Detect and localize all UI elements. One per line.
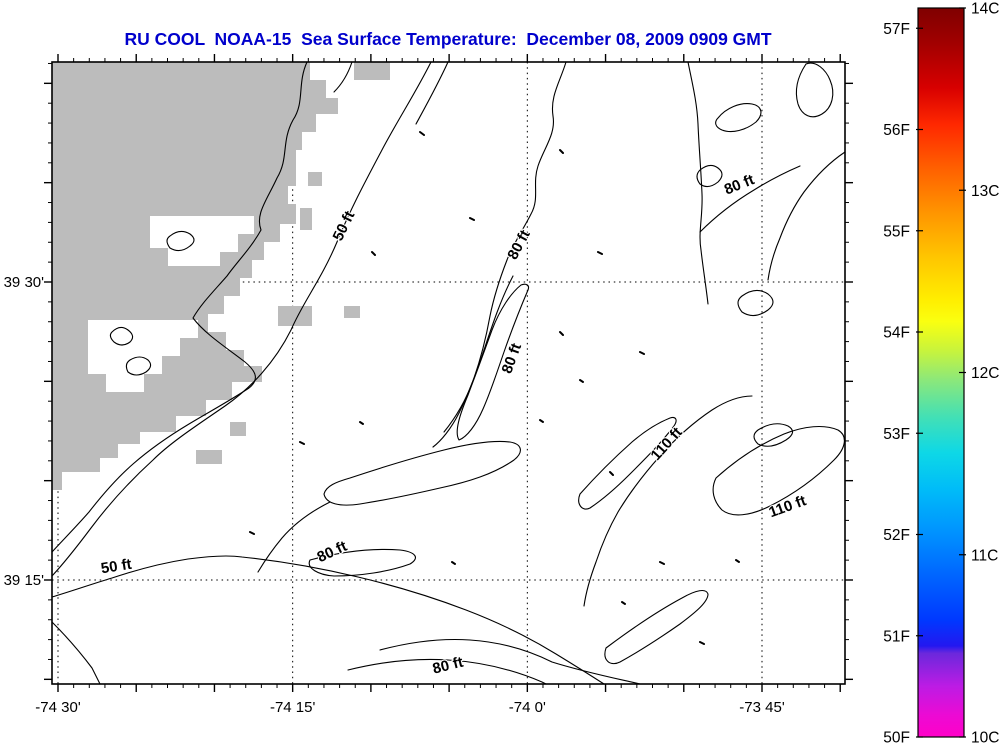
colorbar-label-fahrenheit: 54F xyxy=(883,325,910,342)
contour-ridge xyxy=(323,440,521,506)
colorbar-label-fahrenheit: 57F xyxy=(883,21,910,38)
contour-80ft-east xyxy=(699,165,801,233)
colorbar-gradient-bar xyxy=(917,7,965,738)
contour-line xyxy=(333,61,353,93)
depth-contour-lines xyxy=(51,61,846,685)
contour-line xyxy=(51,621,101,685)
depth-label: 80 ft xyxy=(504,227,533,262)
contour-line xyxy=(257,501,331,573)
temperature-colorbar: 57F 56F 55F 54F 53F 52F 51F 50F 14C 13C 12C 11C 10C xyxy=(883,1,999,747)
contour-50ft xyxy=(51,61,432,577)
bay-water-hole xyxy=(88,320,198,392)
land-block xyxy=(196,450,222,464)
contour-blob xyxy=(696,164,723,188)
contour-line xyxy=(767,151,846,281)
island-specks xyxy=(249,131,740,645)
contour-ridge xyxy=(604,589,709,665)
y-axis-label: 39 30' xyxy=(4,274,45,291)
land-block xyxy=(300,208,312,230)
contour-ridge xyxy=(578,416,677,510)
x-axis-label: -74 0' xyxy=(509,699,546,716)
contour-blob xyxy=(795,62,834,118)
colorbar-label-celsius: 12C xyxy=(971,365,999,382)
contour-blob xyxy=(715,103,762,133)
depth-label: 80 ft xyxy=(431,654,465,678)
contour-50ft-south xyxy=(51,555,605,685)
colorbar-labels: 57F 56F 55F 54F 53F 52F 51F 50F 14C 13C 12C 11C 10C xyxy=(883,1,999,747)
colorbar-label-fahrenheit: 56F xyxy=(883,122,910,139)
depth-label: 80 ft xyxy=(722,171,757,198)
plot-border xyxy=(51,61,846,685)
x-axis-label: -74 15' xyxy=(270,699,316,716)
axis-tick-labels: -74 30' -74 15' -74 0' -73 45' 39 30' 39 15' xyxy=(4,274,785,716)
contour-line xyxy=(379,638,641,685)
contour-line xyxy=(415,61,449,125)
marsh-island-contour xyxy=(125,356,152,376)
coastline-contour xyxy=(51,61,308,553)
colorbar-label-fahrenheit: 51F xyxy=(883,628,910,645)
land-polygon xyxy=(52,62,338,490)
colorbar-label-fahrenheit: 55F xyxy=(883,223,910,240)
marsh-island-contour xyxy=(109,326,134,346)
marsh-island-contour xyxy=(166,230,195,252)
land-block xyxy=(354,62,390,80)
contour-ridge xyxy=(308,548,416,577)
colorbar-label-fahrenheit: 50F xyxy=(883,730,910,747)
land-block xyxy=(308,172,322,186)
depth-label: 110 ft xyxy=(648,424,686,464)
contour-ridge xyxy=(456,283,530,441)
land-mass xyxy=(52,62,390,490)
land-block xyxy=(278,306,312,326)
contour-line xyxy=(432,275,514,448)
depth-label: 80 ft xyxy=(315,538,350,566)
axis-ticks xyxy=(44,54,853,692)
colorbar-label-celsius: 10C xyxy=(971,730,999,747)
contour-80ft xyxy=(443,61,567,433)
y-axis-label: 39 15' xyxy=(4,572,45,589)
land-block xyxy=(230,422,246,436)
x-axis-label: -74 30' xyxy=(35,699,81,716)
colorbar-label-fahrenheit: 52F xyxy=(883,527,910,544)
colorbar-label-fahrenheit: 53F xyxy=(883,426,910,443)
contour-110ft xyxy=(583,395,753,607)
bay-water-hole xyxy=(150,216,254,266)
contour-blob xyxy=(737,289,774,317)
depth-label: 50 ft xyxy=(330,208,359,243)
colorbar-label-celsius: 11C xyxy=(971,547,998,564)
contour-blob xyxy=(753,423,794,447)
colorbar-label-celsius: 14C xyxy=(971,1,999,18)
colorbar-ticks xyxy=(916,7,966,738)
colorbar-label-celsius: 13C xyxy=(971,183,999,200)
contour-line xyxy=(687,61,709,305)
plot-title: RU COOL NOAA-15 Sea Surface Temperature:… xyxy=(124,29,771,49)
land-block xyxy=(344,306,360,318)
depth-label: 50 ft xyxy=(100,556,133,578)
x-axis-label: -73 45' xyxy=(739,699,785,716)
contour-110ft-basin xyxy=(712,425,845,516)
depth-label: 80 ft xyxy=(499,341,526,376)
contour-80ft-south xyxy=(347,658,547,685)
